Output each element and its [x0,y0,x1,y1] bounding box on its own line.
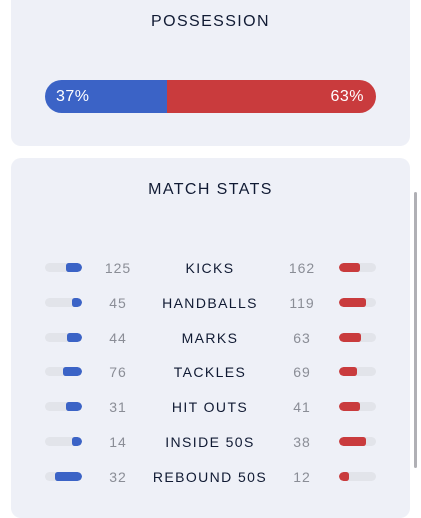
home-bar-fill [72,297,82,307]
away-comparison-bar [339,332,376,342]
possession-away-segment: 63% [167,80,376,113]
home-value: 14 [109,434,127,450]
away-comparison-bar [339,263,376,272]
home-value: 45 [109,294,127,311]
away-value: 38 [293,434,311,450]
stat-row-handballs: 45 HANDBALLS 119 [11,294,410,314]
possession-title: POSSESSION [151,13,270,30]
stat-row-marks: 44 MARKS 63 [11,329,410,349]
stat-row-hit-outs: 31 HIT OUTS 41 [11,398,410,418]
possession-home-segment: 37% [45,80,168,113]
stat-row-kicks: 125 KICKS 162 [11,259,410,279]
away-bar-fill [339,263,361,272]
home-value: 125 [104,260,132,276]
stat-label: INSIDE 50S [165,434,255,450]
away-comparison-bar [339,367,376,377]
home-bar-fill [55,471,82,481]
away-value: 41 [293,399,311,416]
away-comparison-bar [339,437,376,446]
away-bar-fill [339,332,361,342]
away-value: 162 [288,260,316,276]
home-comparison-bar [45,471,82,481]
away-bar-fill [339,402,361,412]
home-comparison-bar [45,437,82,446]
possession-home-label: 37% [56,87,90,105]
stat-row-rebound-50s: 32 REBOUND 50S 12 [11,468,410,488]
home-bar-fill [72,437,82,446]
away-bar-fill [339,437,366,446]
home-comparison-bar [45,263,82,272]
stat-label: TACKLES [173,364,247,381]
stat-label: REBOUND 50S [152,468,268,485]
home-bar-fill [66,402,82,412]
away-value: 63 [293,329,311,346]
stat-row-inside-50s: 14 INSIDE 50S 38 [11,433,410,453]
home-comparison-bar [45,332,82,342]
away-bar-fill [339,471,349,481]
stat-label: KICKS [185,260,235,276]
away-value: 119 [289,294,315,311]
home-value: 76 [109,364,127,381]
match-stats-card: MATCH STATS 125 KICKS 162 45 HANDBALLS 1… [11,158,410,518]
possession-bar: 37% 63% [45,80,376,113]
away-comparison-bar [339,471,376,481]
home-value: 31 [109,399,127,416]
match-stats-title: MATCH STATS [148,181,273,198]
away-comparison-bar [339,297,376,307]
possession-away-label: 63% [330,87,364,105]
away-value: 12 [293,468,311,485]
away-bar-fill [339,367,357,377]
home-value: 32 [109,468,127,485]
home-comparison-bar [45,402,82,412]
away-comparison-bar [339,402,376,412]
home-bar-fill [66,332,82,342]
stat-label: MARKS [181,329,239,346]
stat-label: HANDBALLS [162,294,258,311]
stat-label: HIT OUTS [171,399,249,416]
home-comparison-bar [45,297,82,307]
away-bar-fill [339,297,366,307]
possession-card: POSSESSION 37% 63% [11,0,410,146]
home-bar-fill [62,367,82,377]
home-bar-fill [66,263,82,272]
away-value: 69 [293,364,311,381]
home-value: 44 [109,329,127,346]
home-comparison-bar [45,367,82,377]
stat-row-tackles: 76 TACKLES 69 [11,363,410,383]
scrollbar[interactable] [414,192,417,468]
